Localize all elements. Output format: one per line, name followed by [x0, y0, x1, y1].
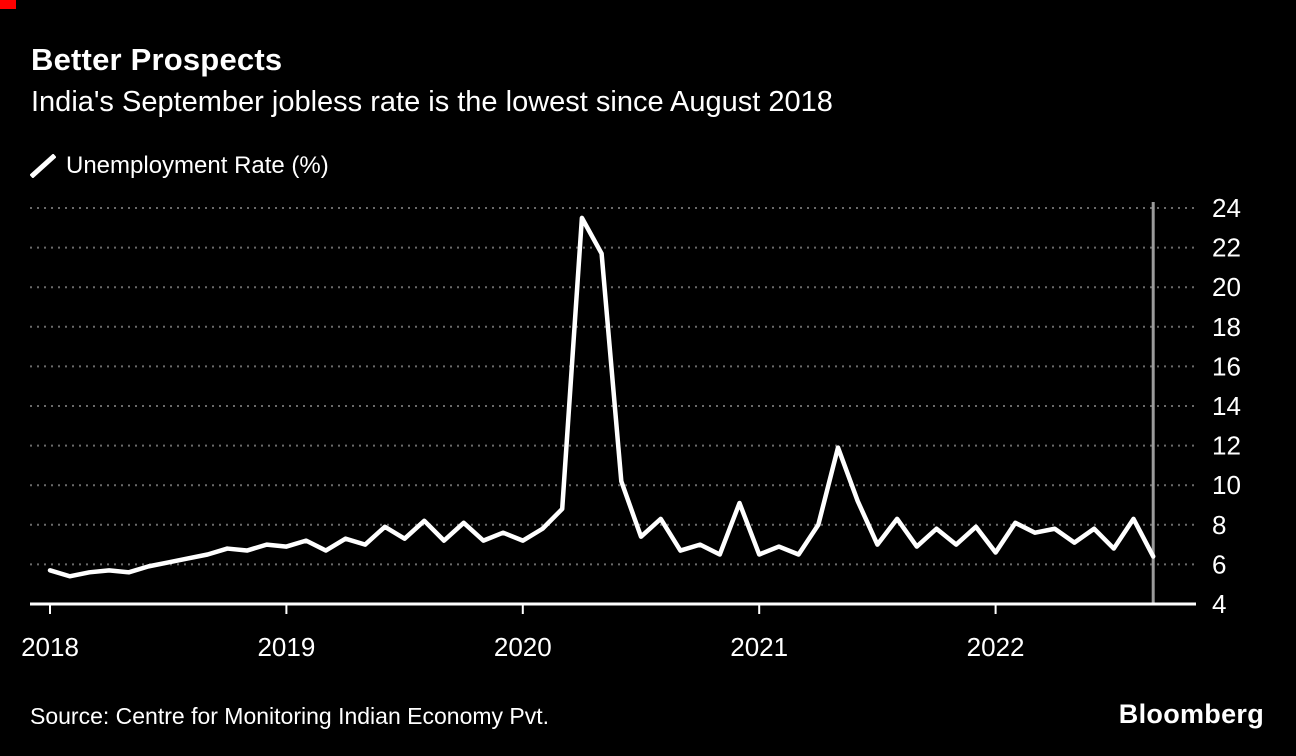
chart-subtitle: India's September jobless rate is the lo… [31, 86, 833, 118]
y-axis-label: 18 [1212, 312, 1241, 342]
x-axis-label: 2019 [257, 632, 315, 662]
y-axis-label: 14 [1212, 391, 1241, 421]
y-axis-label: 4 [1212, 589, 1226, 619]
line-series-swatch-icon [30, 154, 56, 178]
bloomberg-logo: Bloomberg [1118, 699, 1264, 729]
legend-label: Unemployment Rate (%) [66, 152, 329, 179]
y-axis-label: 16 [1212, 351, 1241, 381]
chart-title: Better Prospects [31, 42, 283, 77]
x-axis-label: 2018 [21, 632, 79, 662]
y-axis-label: 24 [1212, 193, 1241, 223]
y-axis-label: 22 [1212, 233, 1241, 263]
y-axis-label: 6 [1212, 549, 1226, 579]
x-axis-label: 2021 [730, 632, 788, 662]
y-axis-label: 8 [1212, 510, 1226, 540]
red-corner-accent [0, 0, 16, 9]
y-axis-label: 10 [1212, 470, 1241, 500]
y-axis-label: 20 [1212, 272, 1241, 302]
legend: Unemployment Rate (%) [30, 152, 329, 180]
unemployment-rate-line [47, 215, 1156, 579]
source-note: Source: Centre for Monitoring Indian Eco… [30, 703, 550, 729]
x-axis-label: 2022 [967, 632, 1025, 662]
x-axis-label: 2020 [494, 632, 552, 662]
y-axis-label: 12 [1212, 431, 1241, 461]
